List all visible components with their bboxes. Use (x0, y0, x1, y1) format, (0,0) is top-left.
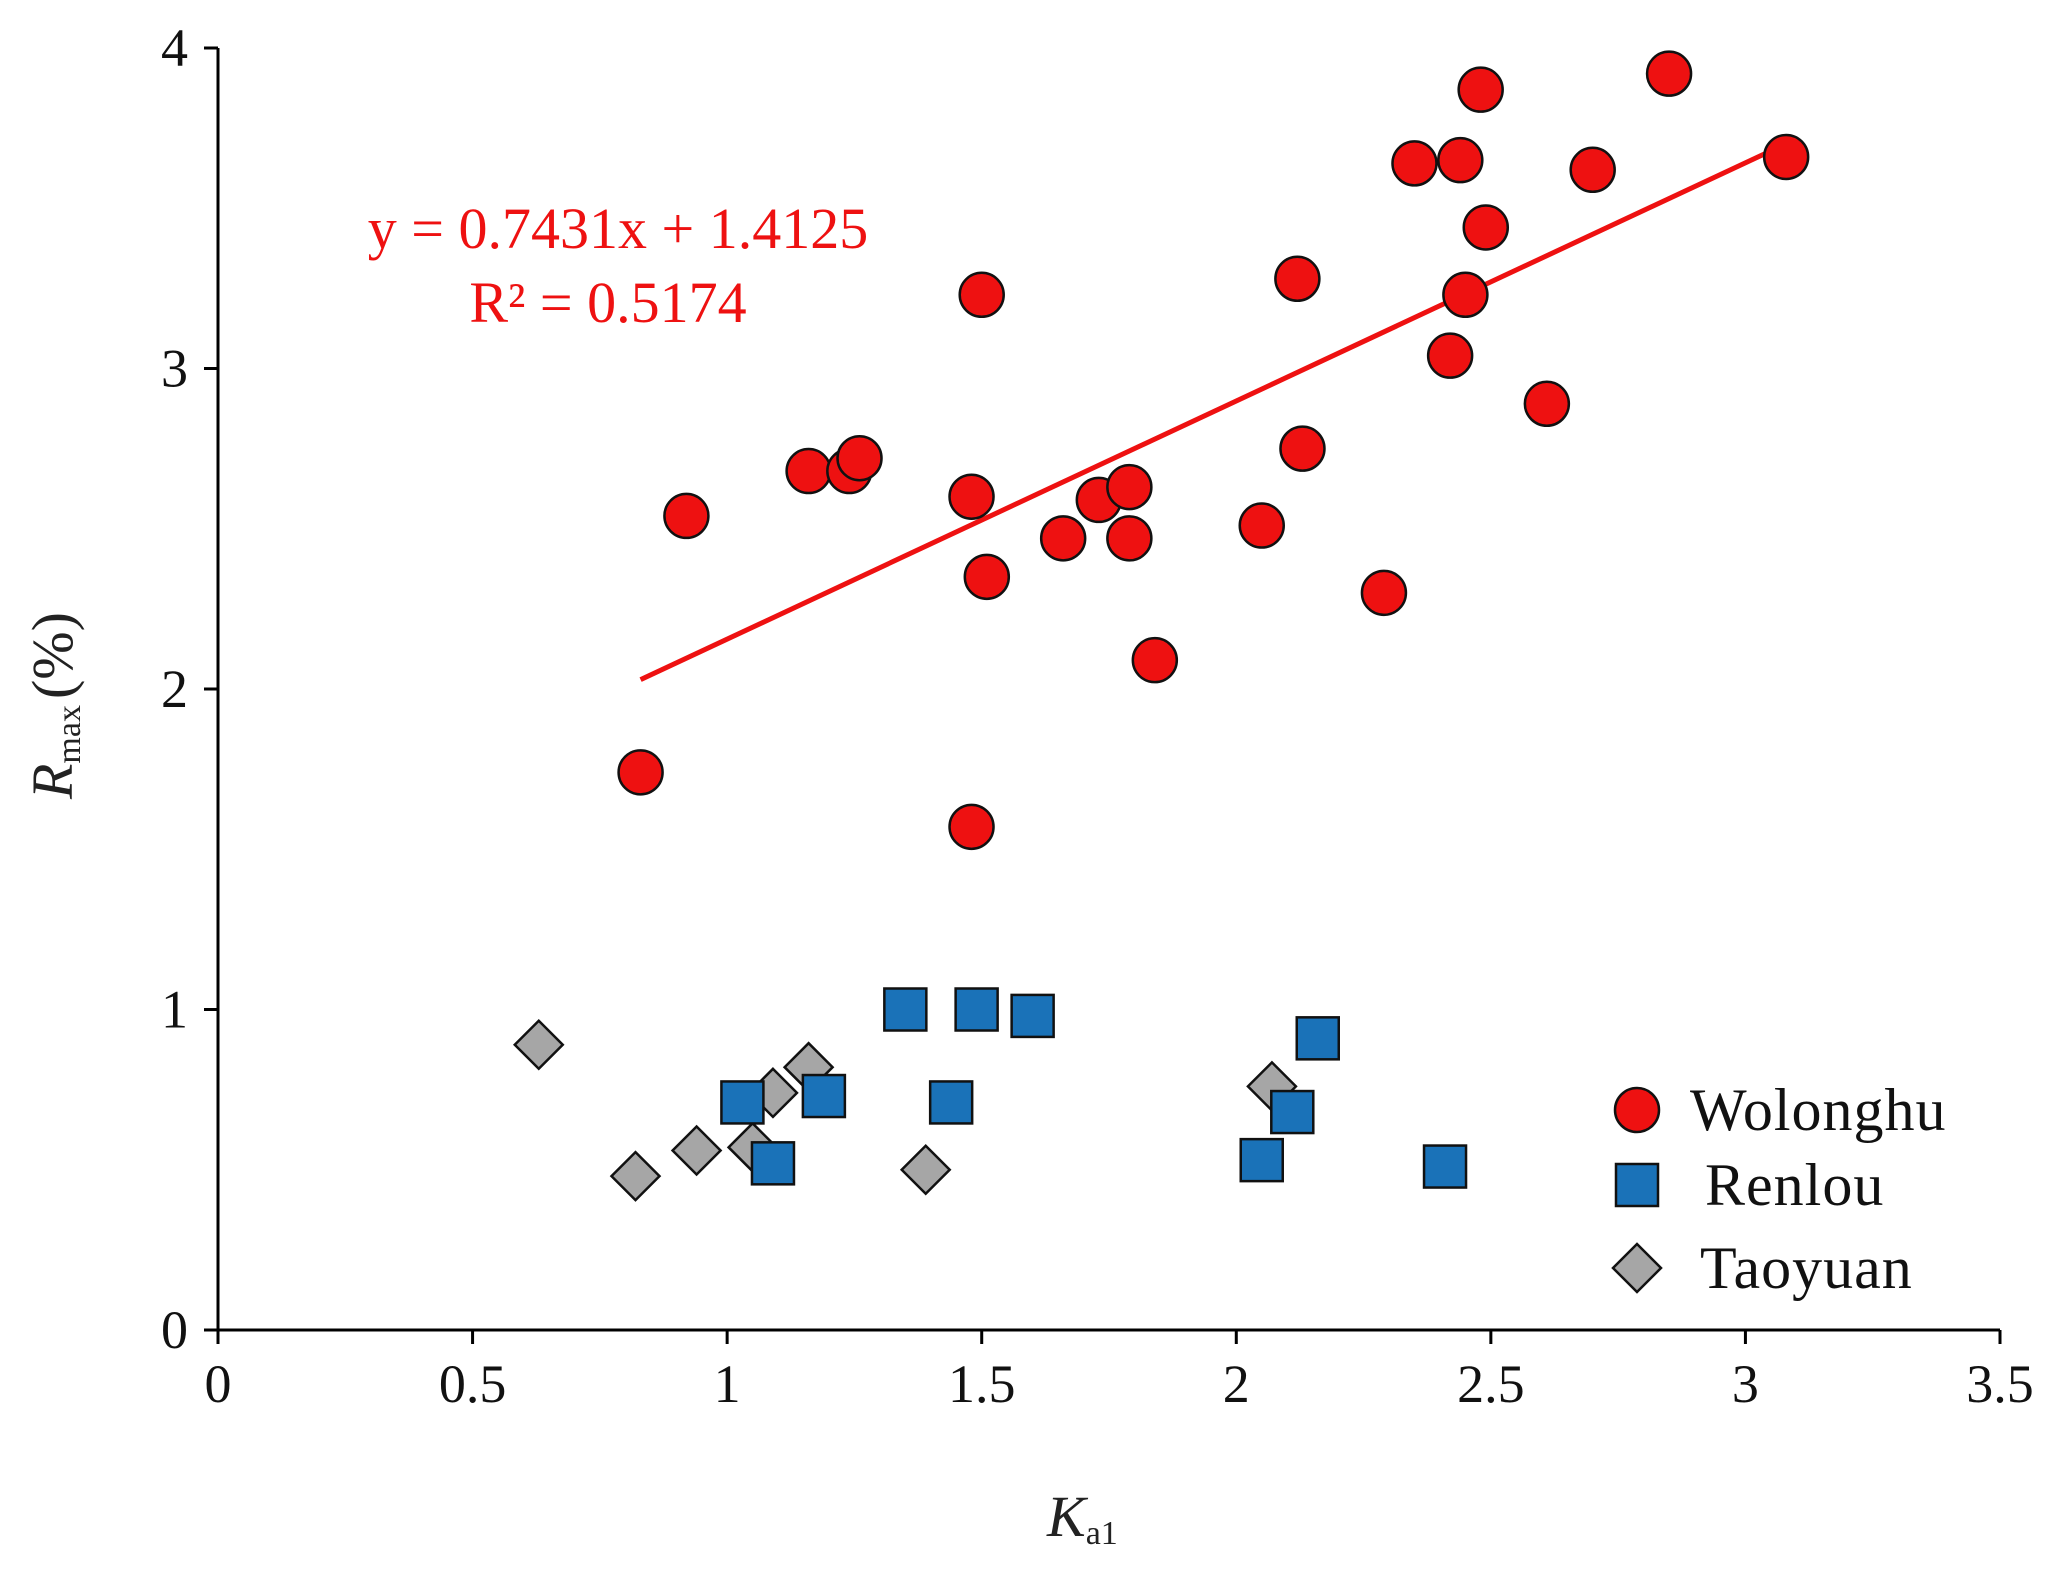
wolonghu-point (1360, 569, 1408, 617)
taoyuan-point (899, 1143, 952, 1196)
renlou-point (750, 1141, 796, 1186)
wolonghu-point (1238, 502, 1285, 549)
renlou-point (954, 987, 999, 1032)
wolonghu-point (1106, 463, 1153, 511)
y-tick-label: 0 (161, 1300, 188, 1360)
trendline-r2-text: R² = 0.5174 (469, 270, 746, 335)
y-axis-title-sub: max (51, 705, 88, 764)
renlou-point (883, 987, 928, 1032)
renlou-point (801, 1073, 847, 1119)
axes: 0 0.5 1 1.5 2 2.5 3 3.5 0 1 2 3 4 (161, 18, 2034, 1414)
taoyuan-point (512, 1018, 565, 1071)
wolonghu-point (963, 553, 1011, 601)
wolonghu-point (1106, 515, 1153, 562)
wolonghu-point (948, 803, 995, 851)
y-axis-title-main: R (20, 764, 85, 800)
y-tick-label: 3 (161, 339, 188, 399)
x-tick-label: 0 (205, 1354, 232, 1414)
x-tick-label: 2.5 (1457, 1354, 1525, 1414)
renlou-point (1295, 1016, 1340, 1061)
wolonghu-point (1523, 380, 1571, 428)
x-axis-title-sub: a1 (1086, 1515, 1118, 1552)
x-tick-label: 0.5 (439, 1354, 507, 1414)
data-points (512, 50, 1810, 1202)
wolonghu-point (785, 447, 832, 495)
y-axis-ticks: 0 1 2 3 4 (161, 18, 218, 1360)
legend-label-taoyuan: Taoyuan (1700, 1235, 1913, 1301)
x-tick-label: 3.5 (1966, 1354, 2034, 1414)
x-axis-title-main: K (1046, 1484, 1089, 1549)
wolonghu-point (1274, 255, 1321, 303)
renlou-point (1270, 1089, 1315, 1135)
x-axis-ticks: 0 0.5 1 1.5 2 2.5 3 3.5 (205, 1330, 2034, 1414)
legend-marker-renlou (1614, 1162, 1660, 1208)
wolonghu-point (1437, 136, 1484, 184)
x-tick-label: 3 (1732, 1354, 1759, 1414)
legend-marker-wolonghu (1613, 1086, 1661, 1134)
taoyuan-point (609, 1150, 662, 1202)
x-tick-label: 1 (714, 1354, 741, 1414)
wolonghu-point (1442, 271, 1489, 319)
legend-marker-taoyuan (1611, 1242, 1663, 1294)
trendline-equation-text: y = 0.7431x + 1.4125 (368, 196, 868, 261)
y-axis-title-suffix: (%) (20, 612, 85, 699)
y-tick-label: 1 (161, 980, 188, 1040)
wolonghu-point (1131, 636, 1179, 684)
wolonghu-point (1426, 332, 1474, 379)
wolonghu-point (1762, 133, 1810, 181)
wolonghu-point (958, 271, 1005, 319)
x-tick-label: 1.5 (948, 1354, 1016, 1414)
trendline-wolonghu (639, 141, 1788, 682)
legend-item-wolonghu: Wolonghu (1613, 1077, 1947, 1143)
series-renlou (720, 987, 1468, 1189)
series-taoyuan (512, 1018, 1298, 1202)
renlou-point (928, 1080, 974, 1125)
renlou-point (720, 1080, 765, 1125)
wolonghu-point (1279, 425, 1326, 472)
wolonghu-point (1039, 515, 1087, 562)
wolonghu-point (1645, 50, 1693, 97)
wolonghu-point (836, 434, 883, 482)
y-tick-label: 4 (161, 18, 188, 78)
trendline-equation: y = 0.7431x + 1.4125 R² = 0.5174 (368, 196, 868, 335)
wolonghu-point (1391, 140, 1438, 187)
renlou-point (1010, 993, 1055, 1039)
wolonghu-point (663, 492, 710, 540)
x-tick-label: 2 (1223, 1354, 1250, 1414)
legend-label-renlou: Renlou (1705, 1152, 1884, 1218)
wolonghu-point (948, 473, 995, 520)
legend-item-taoyuan: Taoyuan (1611, 1235, 1913, 1301)
y-tick-label: 2 (161, 659, 188, 719)
legend: Wolonghu Renlou Taoyuan (1611, 1077, 1947, 1301)
x-axis-title: Ka1 (1046, 1484, 1118, 1552)
taoyuan-point (670, 1124, 723, 1177)
wolonghu-point (1569, 146, 1616, 194)
legend-label-wolonghu: Wolonghu (1690, 1077, 1947, 1143)
legend-item-renlou: Renlou (1614, 1152, 1884, 1218)
renlou-point (1422, 1144, 1468, 1189)
wolonghu-point (617, 749, 664, 796)
y-axis-title: Rmax (%) (20, 612, 88, 800)
wolonghu-point (1462, 204, 1510, 251)
series-wolonghu (617, 50, 1810, 851)
renlou-point (1239, 1137, 1284, 1183)
wolonghu-point (1457, 66, 1504, 113)
